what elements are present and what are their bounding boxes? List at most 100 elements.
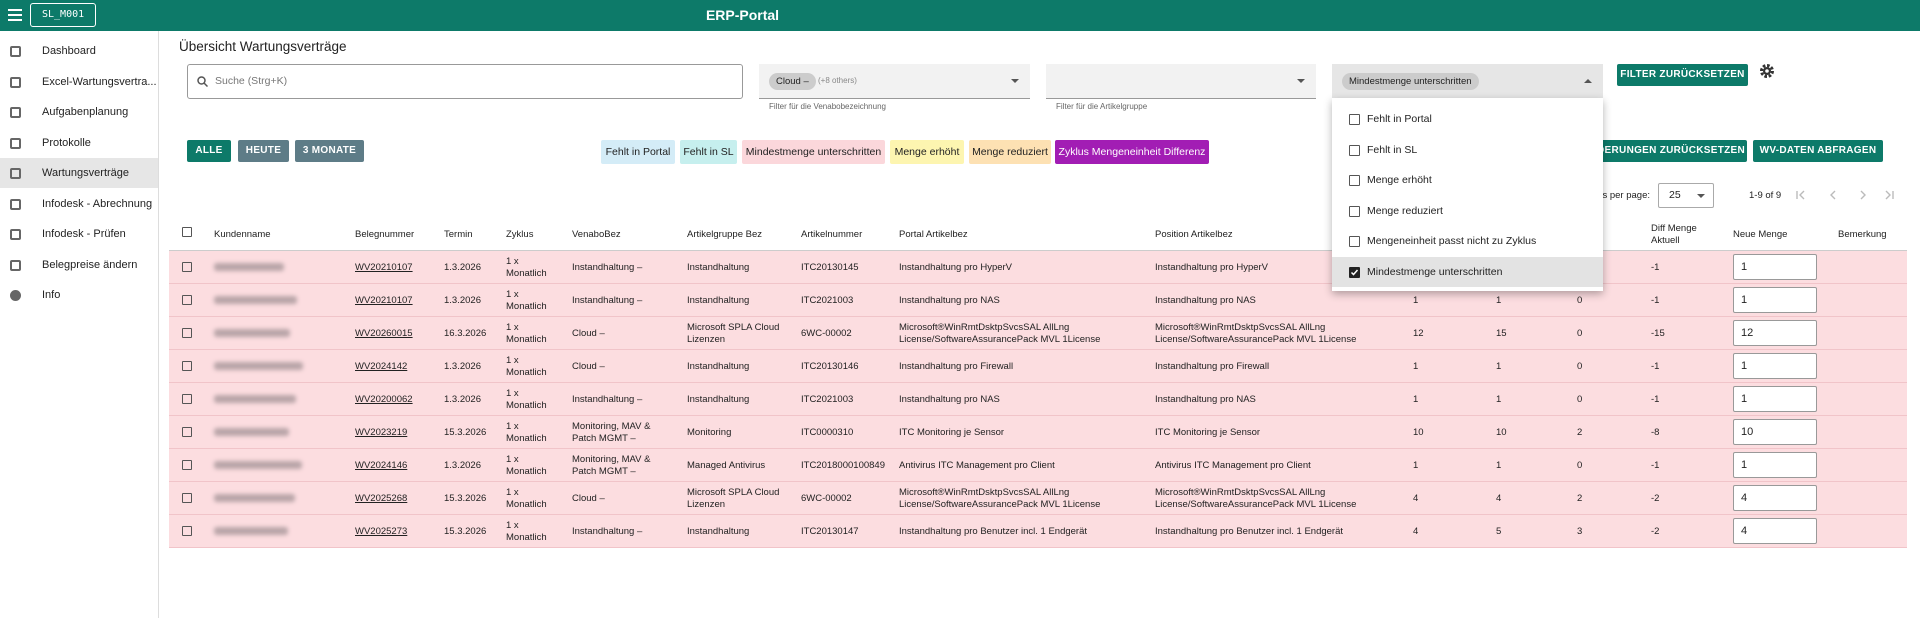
reset-changes-button[interactable]: ÄNDERUNGEN ZURÜCKSETZEN [1580, 140, 1747, 162]
dropdown-option[interactable]: Menge erhöht [1332, 165, 1603, 195]
table-cell: 1 x Monatlich [506, 354, 547, 378]
nav-item[interactable]: Aufgabenplanung [0, 97, 158, 127]
document-link[interactable]: WV20210107 [355, 261, 413, 273]
table-row[interactable]: WV2024146 1.3.2026 1 x Monatlich Monitoring… [169, 449, 1907, 482]
status-select[interactable]: Mindestmenge unterschritten [1332, 64, 1603, 99]
new-quantity-value: 10 [1741, 426, 1754, 438]
customer-name-redacted [214, 263, 284, 271]
venabo-select[interactable]: Cloud – (+8 others) [759, 64, 1030, 99]
column-header[interactable]: Kundenname [214, 228, 271, 240]
column-header[interactable]: Portal Artikelbez [899, 228, 968, 240]
row-checkbox[interactable] [182, 328, 192, 338]
table-cell: 1 x Monatlich [506, 453, 547, 477]
column-header[interactable]: Zyklus [506, 228, 534, 240]
pager-icons[interactable] [1795, 189, 1895, 201]
nav-item[interactable]: Infodesk - Abrechnung [0, 189, 158, 219]
column-header[interactable]: Neue Menge [1733, 228, 1788, 240]
table-row[interactable]: WV2025268 15.3.2026 1 x Monatlich Cloud – Mi… [169, 482, 1907, 515]
new-quantity-input[interactable]: 1 [1733, 353, 1817, 379]
table-row[interactable]: WV2023219 15.3.2026 1 x Monatlich Monitorin… [169, 416, 1907, 449]
column-header[interactable]: Position Artikelbez [1155, 228, 1233, 240]
nav-item[interactable]: Belegpreise ändern [0, 250, 158, 280]
table-cell: 16.3.2026 [444, 327, 487, 339]
table-cell: 1 x Monatlich [506, 387, 547, 411]
caret [1011, 79, 1019, 83]
table-cell: Microsoft SPLA Cloud Lizenzen [687, 486, 780, 510]
row-checkbox[interactable] [182, 262, 192, 272]
select-chip: Cloud – [769, 73, 816, 90]
document-link[interactable]: WV20200062 [355, 393, 413, 405]
period-button[interactable]: HEUTE [238, 140, 289, 162]
user-badge[interactable]: SL_M001 [30, 3, 97, 27]
new-quantity-value: 1 [1741, 393, 1748, 405]
row-checkbox[interactable] [182, 394, 192, 404]
artikelgruppe-select[interactable] [1046, 64, 1316, 99]
table-row[interactable]: WV2025273 15.3.2026 1 x Monatlich Instandha… [169, 515, 1907, 548]
document-link[interactable]: WV2025273 [355, 525, 408, 537]
new-quantity-input[interactable]: 4 [1733, 485, 1817, 511]
new-quantity-input[interactable]: 1 [1733, 386, 1817, 412]
table-row[interactable]: WV20210107 1.3.2026 1 x Monatlich Instandha… [169, 251, 1907, 284]
table-cell: Instandhaltung – [572, 294, 643, 306]
dropdown-option[interactable]: Mengeneinheit passt nicht zu Zyklus [1332, 226, 1603, 256]
search-box[interactable]: Suche (Strg+K) [187, 64, 743, 99]
new-quantity-input[interactable]: 1 [1733, 452, 1817, 478]
new-quantity-input[interactable]: 1 [1733, 254, 1817, 280]
legend-tag: Menge reduziert [969, 140, 1051, 164]
option-checkbox [1349, 236, 1360, 248]
dropdown-option[interactable]: Fehlt in SL [1332, 135, 1603, 165]
option-label: Mengeneinheit passt nicht zu Zyklus [1367, 235, 1537, 248]
table-cell: Instandhaltung pro NAS [899, 393, 1000, 405]
row-checkbox[interactable] [182, 295, 192, 305]
new-quantity-input[interactable]: 10 [1733, 419, 1817, 445]
column-header[interactable]: Artikelnummer [801, 228, 863, 240]
nav-item[interactable]: Info [0, 280, 158, 310]
table-cell: Instandhaltung pro Benutzer incl. 1 Endg… [1155, 525, 1344, 537]
table-row[interactable]: WV20260015 16.3.2026 1 x Monatlich Cloud – M… [169, 317, 1907, 350]
column-header[interactable]: Termin [444, 228, 473, 240]
table-row[interactable]: WV20210107 1.3.2026 1 x Monatlich Instandha… [169, 284, 1907, 317]
table-cell: 4 [1496, 492, 1502, 504]
new-quantity-input[interactable]: 4 [1733, 518, 1817, 544]
column-header[interactable]: Diff Menge Aktuell [1651, 222, 1697, 246]
table-cell: 4 [1413, 492, 1419, 504]
table-cell: Instandhaltung pro NAS [1155, 294, 1256, 306]
document-link[interactable]: WV2024142 [355, 360, 408, 372]
period-button[interactable]: 3 MONATE [295, 140, 364, 162]
document-link[interactable]: WV20210107 [355, 294, 413, 306]
column-header[interactable]: VenaboBez [572, 228, 621, 240]
column-header[interactable]: Bemerkung [1838, 228, 1887, 240]
nav-item[interactable]: Dashboard [0, 36, 158, 66]
dropdown-option[interactable]: Menge reduziert [1332, 196, 1603, 226]
nav-item[interactable]: Wartungsverträge [0, 158, 158, 188]
document-link[interactable]: WV2023219 [355, 426, 408, 438]
new-quantity-input[interactable]: 12 [1733, 320, 1817, 346]
nav-item[interactable]: Protokolle [0, 128, 158, 158]
dropdown-option[interactable]: Mindestmenge unterschritten [1332, 257, 1603, 287]
nav-item[interactable]: Excel-Wartungsvertra... [0, 67, 158, 97]
nav-item[interactable]: Infodesk - Prüfen [0, 219, 158, 249]
row-checkbox[interactable] [182, 361, 192, 371]
document-link[interactable]: WV20260015 [355, 327, 413, 339]
column-header[interactable]: Belegnummer [355, 228, 415, 240]
fetch-data-button[interactable]: WV-DATEN ABFRAGEN [1753, 140, 1883, 162]
reset-filter-button[interactable]: FILTER ZURÜCKSETZEN [1617, 64, 1748, 86]
page-size-select[interactable]: 25 [1658, 183, 1714, 208]
document-link[interactable]: WV2025268 [355, 492, 408, 504]
row-checkbox[interactable] [182, 427, 192, 437]
table-row[interactable]: WV2024142 1.3.2026 1 x Monatlich Cloud – Ins… [169, 350, 1907, 383]
table-cell: Instandhaltung – [572, 525, 643, 537]
dropdown-option[interactable]: Fehlt in Portal [1332, 104, 1603, 134]
column-header[interactable]: Artikelgruppe Bez [687, 228, 762, 240]
new-quantity-input[interactable]: 1 [1733, 287, 1817, 313]
menu-icon[interactable] [8, 9, 22, 21]
row-checkbox[interactable] [182, 526, 192, 536]
row-checkbox[interactable] [182, 460, 192, 470]
period-button[interactable]: ALLE [187, 140, 231, 162]
document-link[interactable]: WV2024146 [355, 459, 408, 471]
row-checkbox[interactable] [182, 493, 192, 503]
table-row[interactable]: WV20200062 1.3.2026 1 x Monatlich Instandha… [169, 383, 1907, 416]
select-all-checkbox[interactable] [182, 227, 192, 237]
settings-icon[interactable] [1759, 63, 1775, 79]
